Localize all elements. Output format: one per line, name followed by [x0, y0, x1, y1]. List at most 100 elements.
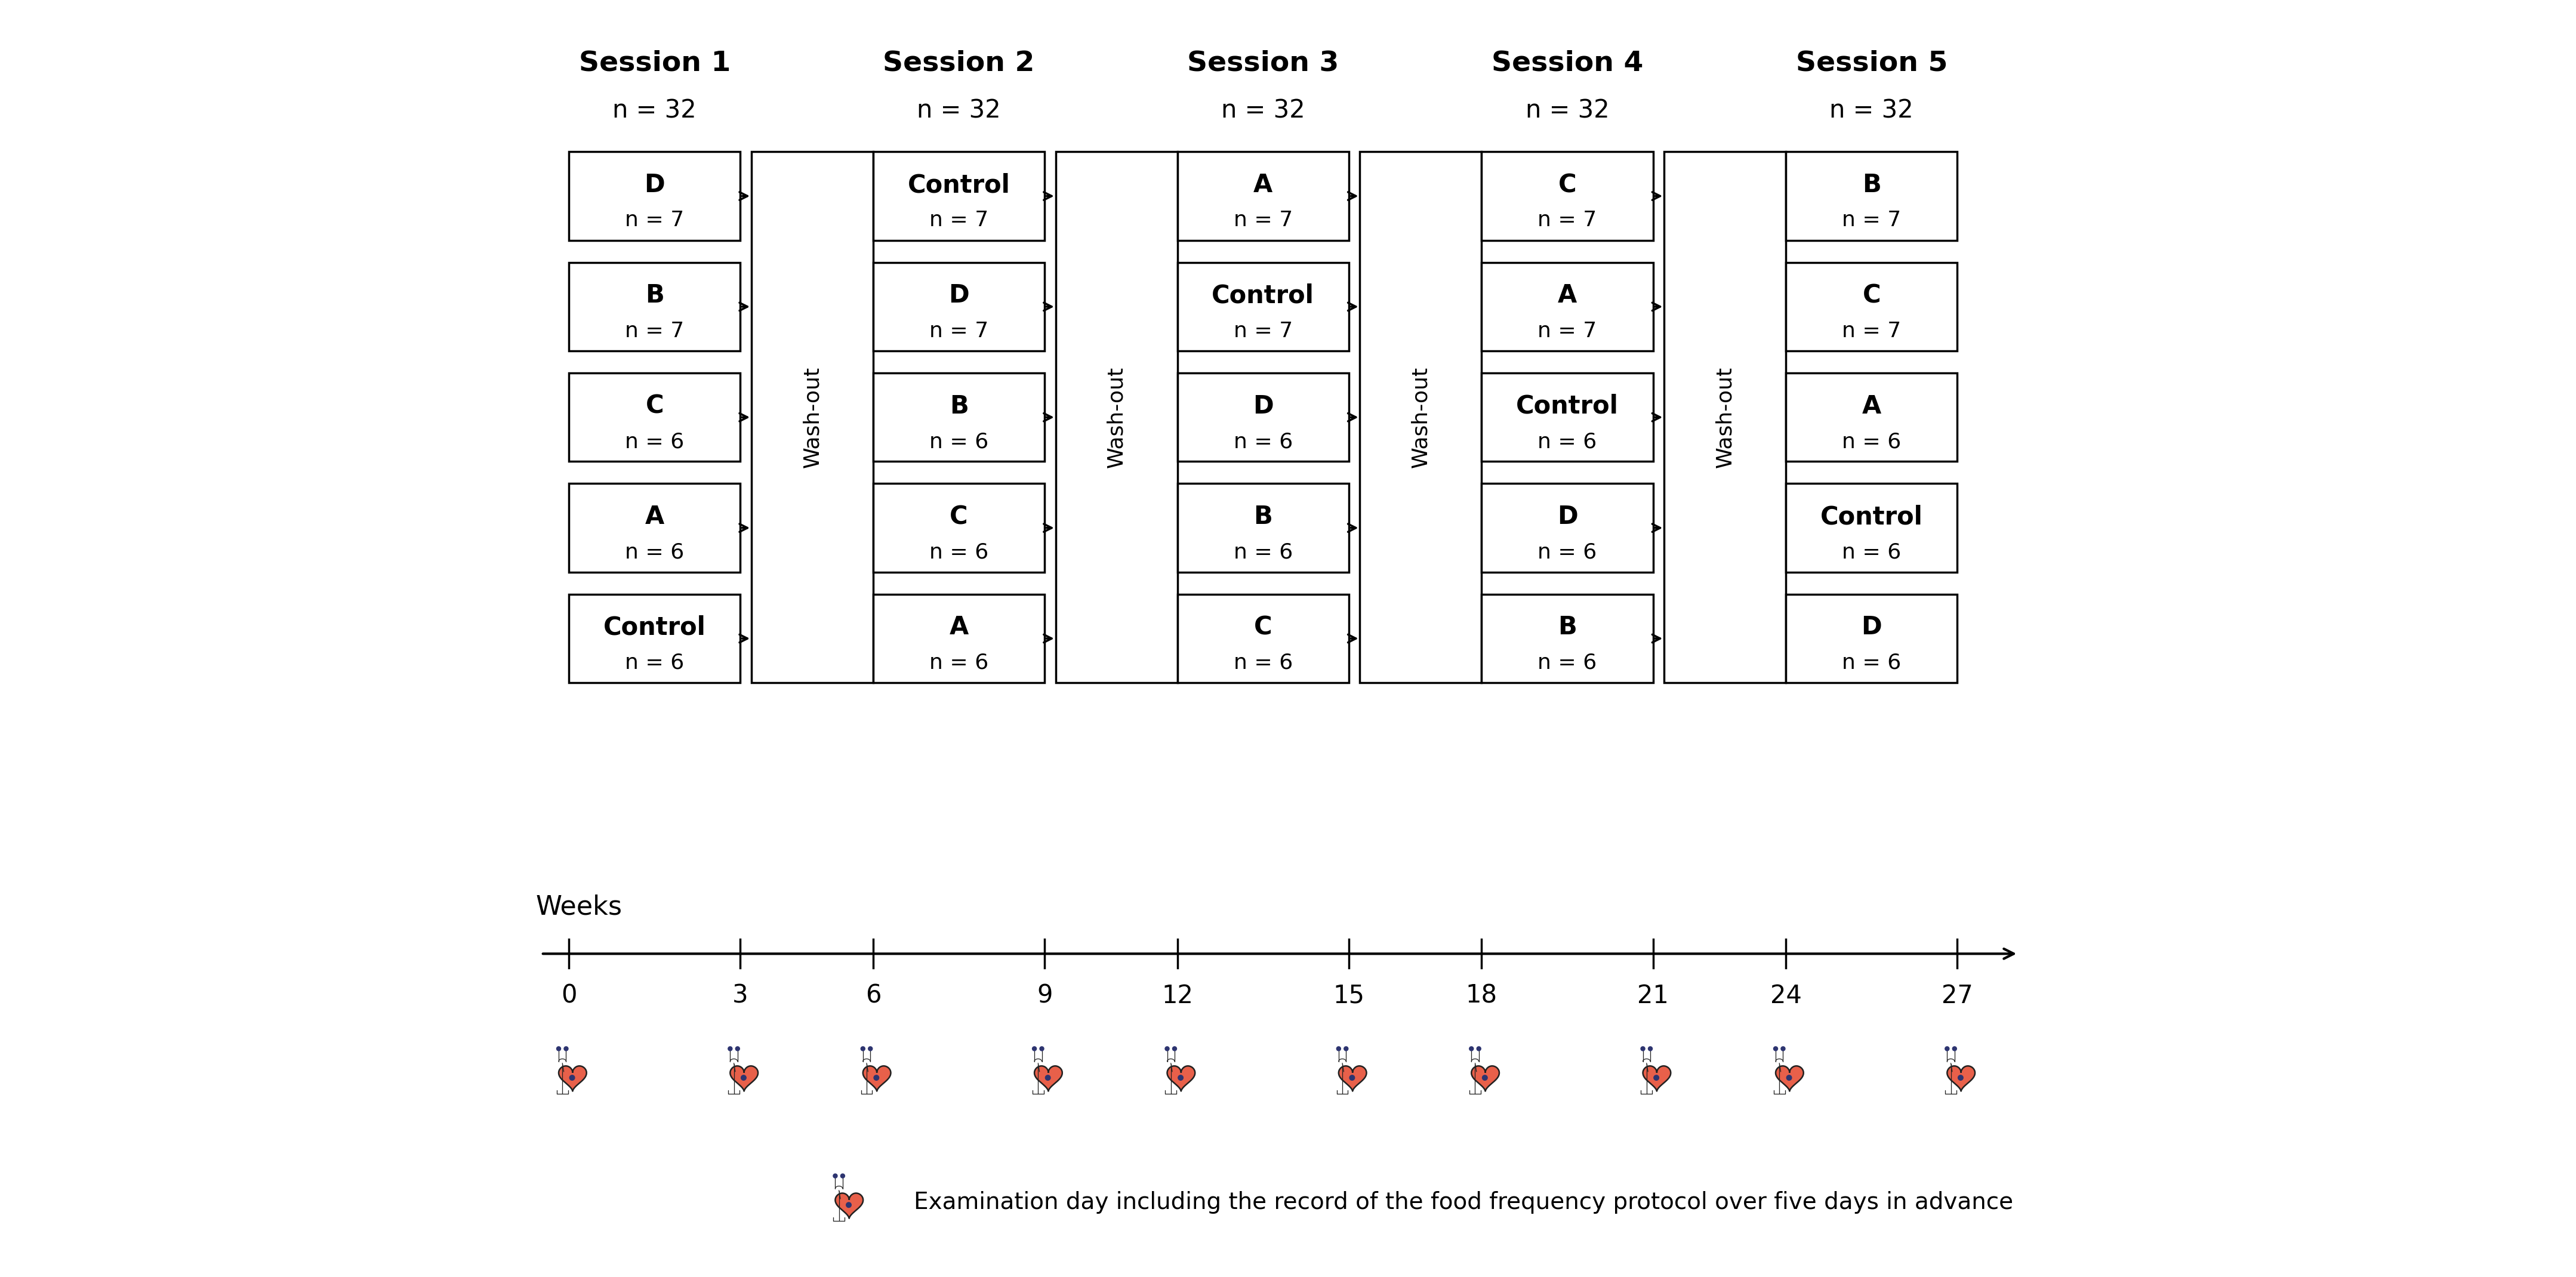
Circle shape [1041, 1047, 1043, 1051]
Polygon shape [1643, 1066, 1672, 1091]
Text: n = 6: n = 6 [930, 653, 989, 673]
Text: n = 6: n = 6 [1538, 432, 1597, 452]
Circle shape [729, 1047, 732, 1051]
Polygon shape [1471, 1066, 1499, 1091]
Text: n = 6: n = 6 [626, 653, 685, 673]
Circle shape [1481, 1075, 1486, 1080]
Text: n = 32: n = 32 [1221, 98, 1306, 124]
Text: Wash-out: Wash-out [1105, 366, 1126, 469]
Circle shape [1958, 1075, 1963, 1080]
Bar [569, 484, 739, 572]
Text: n = 7: n = 7 [1234, 321, 1293, 341]
Text: B: B [644, 283, 665, 308]
Bar [569, 262, 739, 351]
Text: B: B [951, 393, 969, 419]
Bar [1481, 373, 1654, 461]
Circle shape [1337, 1047, 1340, 1051]
Text: 9: 9 [1036, 983, 1054, 1009]
Bar [1481, 152, 1654, 240]
Text: n = 7: n = 7 [1842, 321, 1901, 341]
Text: n = 6: n = 6 [1234, 653, 1293, 673]
Bar [1785, 262, 1958, 351]
Bar [1177, 262, 1350, 351]
Text: n = 32: n = 32 [613, 98, 696, 124]
Bar [1177, 594, 1350, 683]
Bar [873, 484, 1046, 572]
Circle shape [1345, 1047, 1347, 1051]
Bar [873, 373, 1046, 461]
Bar [873, 152, 1046, 240]
Text: 21: 21 [1638, 983, 1669, 1009]
Text: n = 32: n = 32 [1525, 98, 1610, 124]
Circle shape [1788, 1075, 1793, 1080]
Circle shape [1945, 1047, 1950, 1051]
Circle shape [742, 1075, 747, 1080]
Bar [1177, 373, 1350, 461]
Bar [1481, 262, 1654, 351]
Text: Wash-out: Wash-out [1716, 366, 1736, 469]
Circle shape [1172, 1047, 1177, 1051]
Polygon shape [729, 1066, 757, 1091]
Text: n = 6: n = 6 [1842, 541, 1901, 562]
Text: Control: Control [1211, 283, 1314, 308]
Text: n = 7: n = 7 [930, 321, 989, 341]
Text: n = 6: n = 6 [1842, 653, 1901, 673]
Text: A: A [948, 616, 969, 640]
Text: C: C [951, 504, 969, 530]
Bar [873, 262, 1046, 351]
Text: n = 7: n = 7 [626, 211, 685, 231]
Circle shape [569, 1075, 574, 1080]
Bar [1481, 594, 1654, 683]
Bar [1177, 152, 1350, 240]
Circle shape [737, 1047, 739, 1051]
Circle shape [1164, 1047, 1170, 1051]
Text: C: C [1558, 172, 1577, 198]
Text: n = 7: n = 7 [1234, 211, 1293, 231]
Bar [1664, 152, 1785, 683]
Circle shape [1654, 1075, 1659, 1080]
Polygon shape [1947, 1066, 1976, 1091]
Text: 18: 18 [1466, 983, 1497, 1009]
Text: Examination day including the record of the food frequency protocol over five da: Examination day including the record of … [914, 1191, 2014, 1214]
Bar [1785, 594, 1958, 683]
Text: Wash-out: Wash-out [801, 366, 822, 469]
Text: Control: Control [1821, 504, 1922, 530]
Text: B: B [1862, 172, 1880, 198]
Text: n = 7: n = 7 [626, 321, 685, 341]
Text: D: D [1862, 616, 1883, 640]
Text: n = 6: n = 6 [1234, 541, 1293, 562]
Text: n = 6: n = 6 [626, 432, 685, 452]
Polygon shape [863, 1066, 891, 1091]
Bar [752, 152, 873, 683]
Text: Session 5: Session 5 [1795, 50, 1947, 77]
Circle shape [1780, 1047, 1785, 1051]
Bar [569, 594, 739, 683]
Circle shape [832, 1174, 837, 1177]
Text: A: A [1862, 393, 1880, 419]
Circle shape [556, 1047, 562, 1051]
Text: D: D [948, 283, 969, 308]
Text: Weeks: Weeks [536, 894, 623, 921]
Text: C: C [647, 393, 665, 419]
Text: Control: Control [603, 616, 706, 640]
Circle shape [1953, 1047, 1958, 1051]
Circle shape [1046, 1075, 1051, 1080]
Text: 3: 3 [732, 983, 747, 1009]
Text: n = 6: n = 6 [1842, 432, 1901, 452]
Text: 12: 12 [1162, 983, 1193, 1009]
Text: n = 32: n = 32 [917, 98, 1002, 124]
Polygon shape [1775, 1066, 1803, 1091]
Circle shape [1641, 1047, 1646, 1051]
Text: B: B [1255, 504, 1273, 530]
Bar [1177, 484, 1350, 572]
Circle shape [860, 1047, 866, 1051]
Polygon shape [1167, 1066, 1195, 1091]
Text: C: C [1255, 616, 1273, 640]
Text: n = 6: n = 6 [1538, 541, 1597, 562]
Text: A: A [1255, 172, 1273, 198]
Bar [1785, 484, 1958, 572]
Bar [1785, 152, 1958, 240]
Circle shape [1476, 1047, 1481, 1051]
Text: 15: 15 [1332, 983, 1365, 1009]
Text: A: A [644, 504, 665, 530]
